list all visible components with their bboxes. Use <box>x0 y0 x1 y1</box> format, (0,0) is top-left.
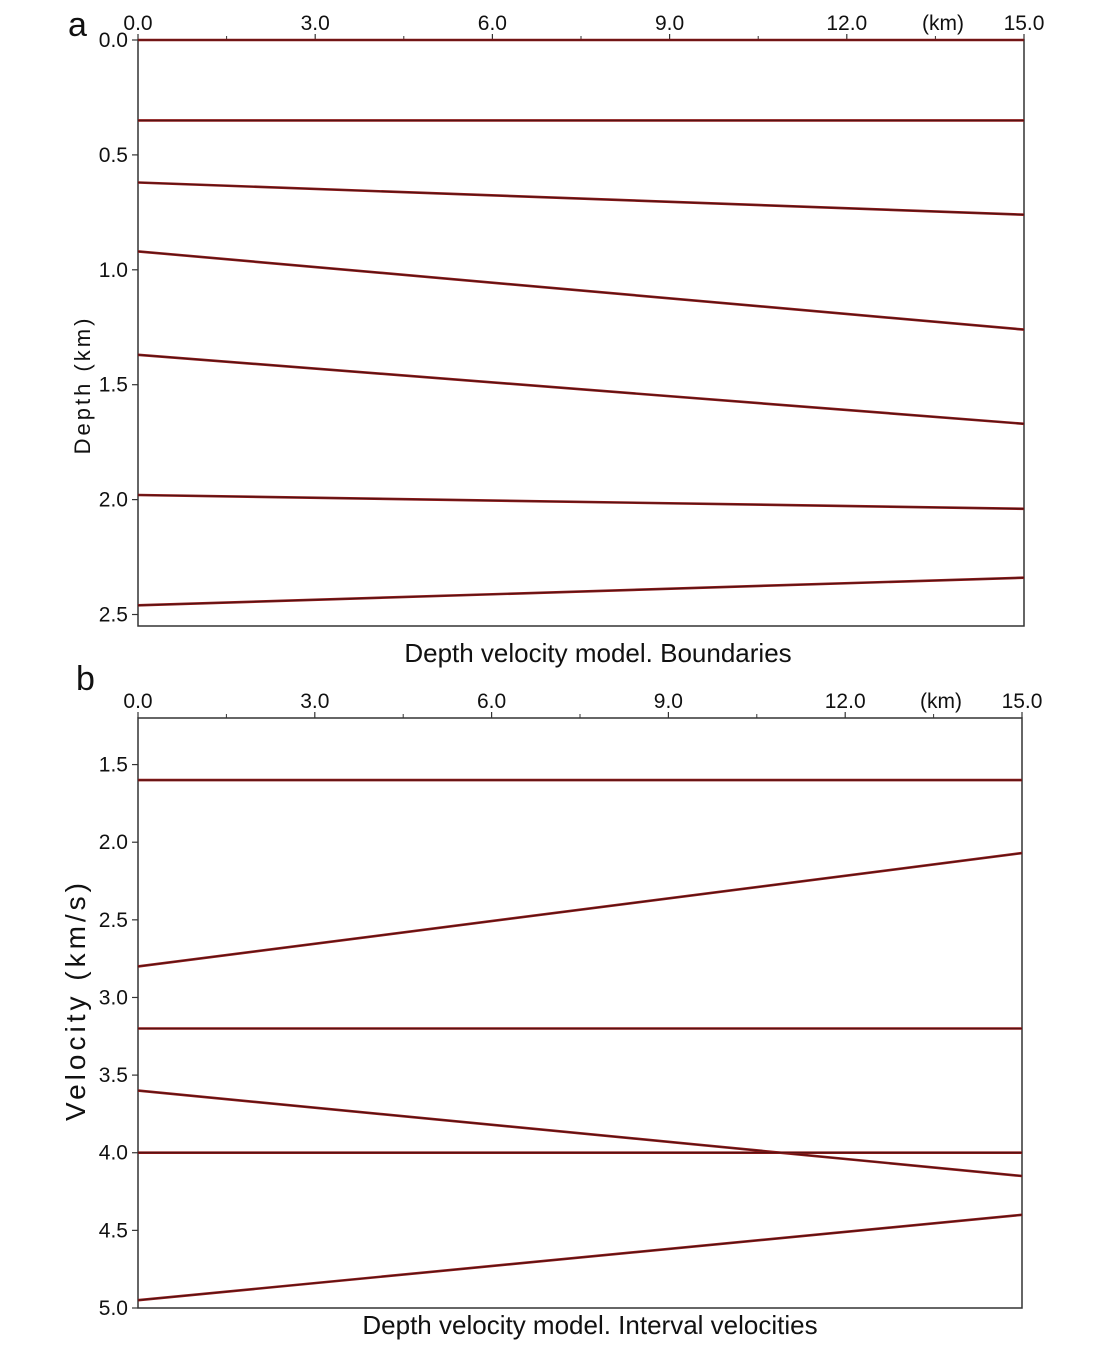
panel-a-plot-frame <box>137 39 1025 627</box>
x-tick-label: 0.0 <box>123 690 152 713</box>
x-tick-label: 12.0 <box>825 690 866 713</box>
panel-a-y-ticks: 0.0 0.5 1.0 1.5 2.0 2.5 <box>99 29 138 627</box>
panel-b-y-ticks: 1.5 2.0 2.5 3.0 3.5 4.0 4.5 5.0 <box>99 754 138 1320</box>
panel-a-x-ticks: 0.0 3.0 6.0 9.0 12.0 15.0 <box>123 12 1044 40</box>
series-line-core-5 <box>137 354 1025 425</box>
panel-a-letter: a <box>68 6 87 44</box>
y-tick-label: 2.0 <box>99 831 128 854</box>
y-tick-label: 2.5 <box>99 909 128 932</box>
y-tick-label: 5.0 <box>99 1297 128 1320</box>
series-line-core-4 <box>137 251 1025 330</box>
panel-b-plot-frame <box>137 717 1023 1309</box>
x-tick-label: 3.0 <box>300 690 329 713</box>
y-tick-label: 1.0 <box>99 259 128 282</box>
y-tick-label: 3.5 <box>99 1064 128 1087</box>
x-tick-label: 6.0 <box>478 12 507 35</box>
y-tick-label: 1.5 <box>99 374 128 397</box>
series-line-core-4 <box>137 1090 1023 1177</box>
panel-b-y-label: Velocity (km/s) <box>60 879 91 1121</box>
x-tick-label: 15.0 <box>1002 690 1043 713</box>
panel-b-series <box>137 778 1023 1302</box>
x-tick-label: 12.0 <box>826 12 867 35</box>
panel-a-y-label: Depth (km) <box>70 316 95 455</box>
y-tick-label: 0.5 <box>99 144 128 167</box>
panel-b-x-unit: (km) <box>920 690 962 713</box>
panel-a-caption: Depth velocity model. Boundaries <box>404 638 791 668</box>
panel-b-caption: Depth velocity model. Interval velocitie… <box>362 1310 817 1340</box>
x-tick-label: 6.0 <box>477 690 506 713</box>
y-tick-label: 2.5 <box>99 604 128 627</box>
series-line-core-6 <box>137 1214 1023 1301</box>
series-line-core-3 <box>137 182 1025 216</box>
y-tick-label: 3.0 <box>99 986 128 1009</box>
x-tick-label: 9.0 <box>655 12 684 35</box>
y-tick-label: 0.0 <box>99 29 128 52</box>
y-tick-label: 4.0 <box>99 1142 128 1165</box>
panel-b-chart: b 0.0 3.0 6.0 9.0 12.0 15.0 1.5 2.0 2.5 3.0 3.5 4.… <box>60 660 1042 1340</box>
y-tick-label: 2.0 <box>99 489 128 512</box>
panel-a-chart: a 0.0 3.0 6.0 9.0 12.0 15.0 0.0 0.5 1.0 1.5 2.0 2.… <box>68 6 1044 668</box>
series-line-core-2 <box>137 852 1023 967</box>
series-line-core-7 <box>137 577 1025 606</box>
x-tick-label: 0.0 <box>123 12 152 35</box>
y-tick-label: 4.5 <box>99 1219 128 1242</box>
series-line-core-6 <box>137 494 1025 510</box>
x-tick-label: 9.0 <box>654 690 683 713</box>
panel-b-x-ticks: 0.0 3.0 6.0 9.0 12.0 15.0 <box>123 690 1042 718</box>
panel-a-x-unit: (km) <box>922 12 964 35</box>
panel-a-series <box>137 38 1025 607</box>
y-tick-label: 1.5 <box>99 754 128 777</box>
x-tick-label: 3.0 <box>301 12 330 35</box>
x-tick-label: 15.0 <box>1004 12 1045 35</box>
panel-b-letter: b <box>76 660 95 698</box>
